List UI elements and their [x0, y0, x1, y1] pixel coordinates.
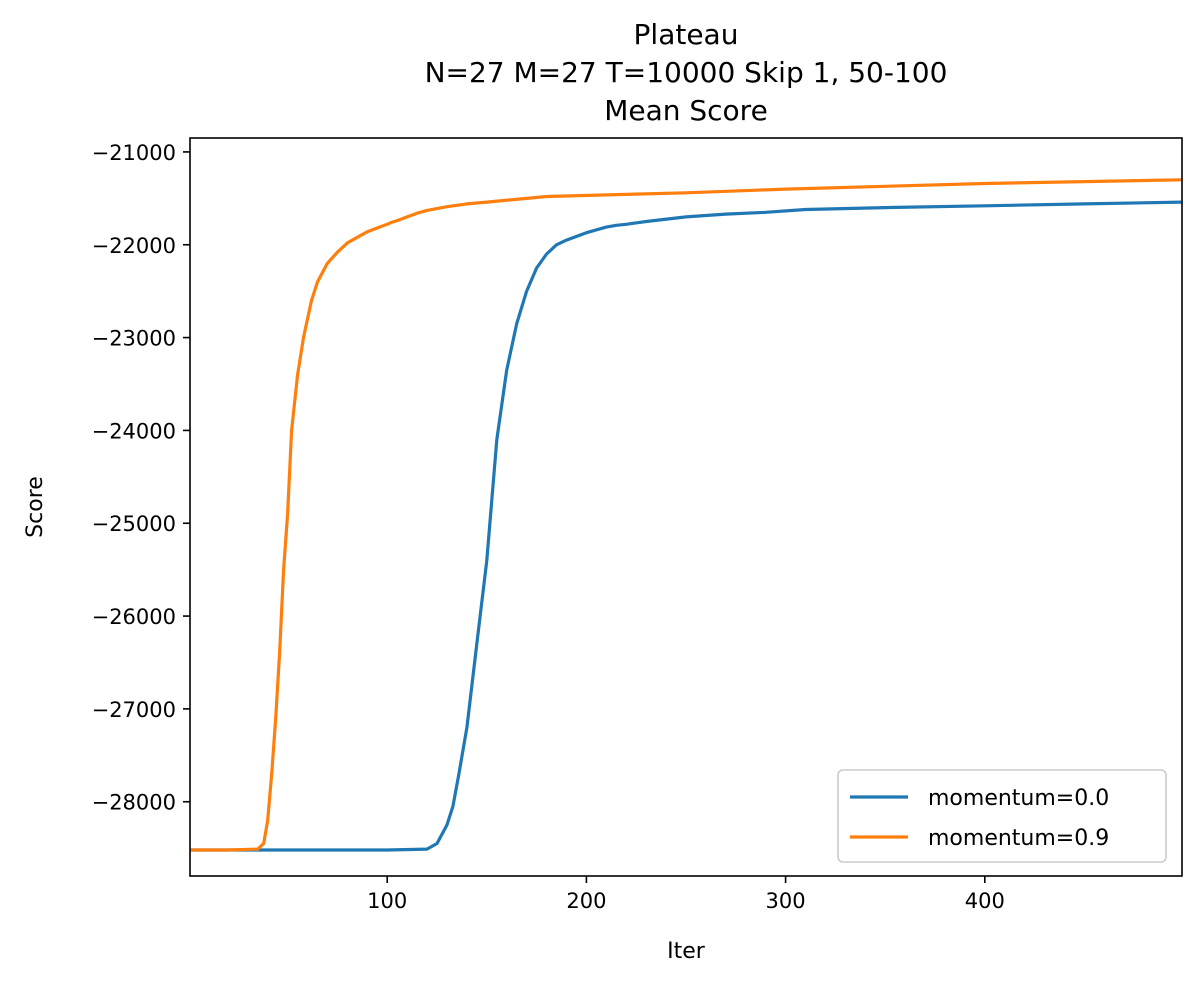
- y-tick-label: −24000: [92, 419, 176, 443]
- x-axis-ticks: 100 200 300 400: [367, 876, 1005, 913]
- chart-title-line-1: Plateau: [634, 18, 739, 51]
- y-tick-label: −27000: [92, 698, 176, 722]
- chart-title-line-3: Mean Score: [604, 94, 768, 127]
- series-line-momentum-0-9: [190, 178, 1183, 852]
- x-tick-label: 400: [965, 889, 1005, 913]
- x-tick-label: 100: [367, 889, 407, 913]
- y-tick-label: −21000: [92, 141, 176, 165]
- legend-label-momentum-0-9: momentum=0.9: [928, 826, 1109, 851]
- chart-title-line-2: N=27 M=27 T=10000 Skip 1, 50-100: [425, 56, 948, 89]
- y-axis-ticks: −21000 −22000 −23000 −24000 −25000 −26000 −270…: [92, 141, 190, 815]
- y-axis-label: Score: [23, 476, 48, 538]
- y-tick-label: −25000: [92, 512, 176, 536]
- y-tick-label: −28000: [92, 791, 176, 815]
- legend-box: [837, 769, 1167, 863]
- x-axis-label: Iter: [667, 939, 706, 964]
- x-tick-label: 300: [766, 889, 806, 913]
- x-tick-label: 200: [566, 889, 606, 913]
- legend: momentum=0.0 momentum=0.9: [837, 769, 1167, 863]
- series-layer: [190, 178, 1183, 852]
- y-tick-label: −22000: [92, 234, 176, 258]
- series-line-momentum-0-0: [190, 200, 1183, 852]
- legend-label-momentum-0-0: momentum=0.0: [928, 786, 1109, 811]
- y-tick-label: −26000: [92, 605, 176, 629]
- plot-frame: [189, 137, 1183, 877]
- y-tick-label: −23000: [92, 327, 176, 351]
